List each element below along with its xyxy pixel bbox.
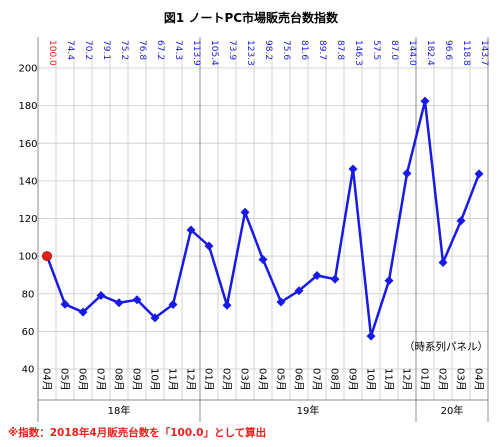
x-tick-label: 06月 xyxy=(293,368,305,391)
x-tick-label: 08月 xyxy=(329,368,341,391)
year-label: 20年 xyxy=(441,404,464,417)
x-tick-label: 01月 xyxy=(203,368,215,391)
x-tick-label: 03月 xyxy=(239,368,251,391)
data-point-marker xyxy=(402,168,412,178)
x-tick-label: 08月 xyxy=(113,368,125,391)
base-point-marker xyxy=(42,251,52,262)
data-point-marker xyxy=(240,207,250,217)
value-label: 146.3 xyxy=(353,40,363,66)
chart-title: 図1 ノートPC市場販売台数指数 xyxy=(164,10,339,25)
data-point-marker xyxy=(312,271,322,281)
value-label: 70.2 xyxy=(83,40,93,60)
data-point-marker xyxy=(222,300,232,310)
value-label: 79.1 xyxy=(101,40,111,60)
value-label: 96.6 xyxy=(443,40,453,60)
data-point-marker xyxy=(420,96,430,106)
value-label: 87.0 xyxy=(389,40,399,60)
data-point-marker xyxy=(258,255,268,265)
data-point-marker xyxy=(276,297,286,307)
value-label: 57.5 xyxy=(371,40,381,60)
y-tick-label: 120 xyxy=(18,214,37,225)
year-label: 19年 xyxy=(297,404,320,417)
data-point-marker xyxy=(168,299,178,309)
x-tick-label: 05月 xyxy=(275,368,287,391)
x-tick-label: 02月 xyxy=(437,368,449,391)
y-tick-label: 60 xyxy=(22,327,35,338)
value-label: 89.7 xyxy=(317,40,327,60)
x-tick-label: 10月 xyxy=(365,368,377,391)
value-label: 182.4 xyxy=(425,40,435,66)
x-tick-label: 11月 xyxy=(383,368,395,391)
x-tick-label: 02月 xyxy=(221,368,233,391)
value-label: 87.8 xyxy=(335,40,345,60)
value-labels: 100.0 74.4 70.2 79.1 75.2 76.8 67.2 74.3 113.9 10… xyxy=(47,40,489,66)
x-tick-label: 04月 xyxy=(257,368,269,391)
data-point-marker xyxy=(384,276,394,286)
data-point-marker xyxy=(330,274,340,284)
x-tick-label: 06月 xyxy=(77,368,89,391)
value-label: 73.9 xyxy=(227,40,237,60)
y-tick-label: 160 xyxy=(18,139,37,150)
y-tick-label: 180 xyxy=(18,101,37,112)
value-label: 100.0 xyxy=(47,40,57,66)
year-labels: 18年 19年 20年 xyxy=(108,404,464,417)
value-label: 123.3 xyxy=(245,40,255,66)
data-point-marker xyxy=(60,299,70,309)
x-tick-label: 09月 xyxy=(347,368,359,391)
value-label: 118.8 xyxy=(461,40,471,66)
axes xyxy=(37,37,489,422)
data-point-marker xyxy=(204,241,214,251)
x-tick-label: 04月 xyxy=(473,368,485,391)
y-tick-label: 140 xyxy=(18,176,37,187)
value-label: 81.6 xyxy=(299,40,309,60)
value-label: 143.7 xyxy=(479,40,489,66)
data-point-marker xyxy=(78,307,88,317)
x-tick-label: 01月 xyxy=(419,368,431,391)
y-tick-label: 200 xyxy=(18,64,37,75)
value-label: 113.9 xyxy=(191,40,201,66)
x-tick-label: 05月 xyxy=(59,368,71,391)
value-label: 74.4 xyxy=(65,40,75,60)
value-label: 75.6 xyxy=(281,40,291,60)
value-label: 144.0 xyxy=(407,40,417,66)
value-label: 98.2 xyxy=(263,40,273,60)
panel-note: （時系列パネル） xyxy=(404,340,488,353)
x-tick-label: 12月 xyxy=(401,368,413,391)
y-tick-label: 40 xyxy=(22,365,35,376)
data-point-marker xyxy=(150,313,160,323)
y-tick-label: 100 xyxy=(18,252,37,263)
year-label: 18年 xyxy=(108,404,131,417)
footnote: ※指数：2018年4月販売台数を「100.0」として算出 xyxy=(8,426,266,439)
data-point-marker xyxy=(186,225,196,235)
x-tick-label: 04月 xyxy=(41,368,53,391)
data-point-marker xyxy=(474,169,484,179)
x-tick-label: 07月 xyxy=(95,368,107,391)
data-point-marker xyxy=(294,286,304,296)
value-label: 74.3 xyxy=(173,40,183,60)
data-point-marker xyxy=(366,331,376,341)
y-tick-label: 80 xyxy=(22,289,35,300)
x-tick-label: 09月 xyxy=(131,368,143,391)
x-tick-label: 03月 xyxy=(455,368,467,391)
series-line xyxy=(42,96,484,341)
value-label: 76.8 xyxy=(137,40,147,60)
data-point-marker xyxy=(456,216,466,226)
x-tick-label: 12月 xyxy=(185,368,197,391)
data-point-marker xyxy=(96,290,106,300)
x-axis-ticks: 04月 05月 06月 07月 08月 09月 10月 11月 12月 01月 02月 03月 04月 0… xyxy=(41,368,485,391)
value-label: 75.2 xyxy=(119,40,129,60)
data-point-marker xyxy=(348,164,358,174)
data-point-marker xyxy=(114,298,124,308)
data-point-marker xyxy=(132,295,142,305)
x-tick-label: 11月 xyxy=(167,368,179,391)
x-tick-label: 07月 xyxy=(311,368,323,391)
data-point-marker xyxy=(438,258,448,268)
value-label: 105.4 xyxy=(209,40,219,66)
value-label: 67.2 xyxy=(155,40,165,60)
y-axis-ticks: 200 180 160 140 120 100 80 60 40 xyxy=(18,64,37,376)
x-tick-label: 10月 xyxy=(149,368,161,391)
